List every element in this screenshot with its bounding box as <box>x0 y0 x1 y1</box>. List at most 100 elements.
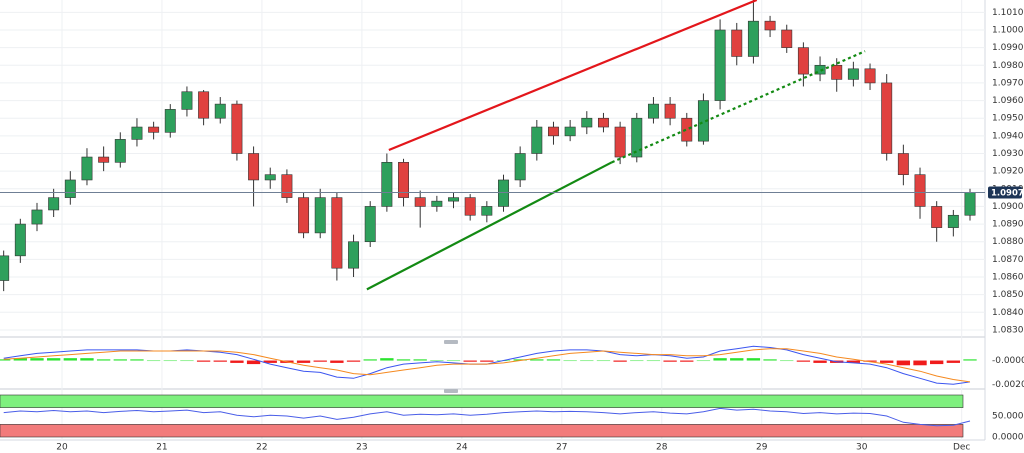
macd-histogram-bar <box>963 359 977 361</box>
y-tick-label: 1.0840 <box>992 308 1024 318</box>
macd-histogram-bar <box>380 358 394 361</box>
x-tick-label: 29 <box>756 443 768 453</box>
y-tick-label: 1.0860 <box>992 273 1024 283</box>
macd-histogram-bar <box>46 358 61 361</box>
candle-body <box>664 103 676 119</box>
y-tick-label: 1.0950 <box>992 114 1024 124</box>
candle-body <box>164 109 176 133</box>
candle-body <box>781 29 793 48</box>
candle-body <box>714 29 726 101</box>
candle-body <box>81 156 93 181</box>
macd-histogram-bar <box>846 360 861 363</box>
candle-body <box>697 100 709 142</box>
grid-layer <box>0 0 985 440</box>
resize-handle[interactable] <box>444 389 458 393</box>
trend-line <box>611 50 866 164</box>
candle-body <box>381 162 393 207</box>
macd-histogram-bar <box>346 360 361 362</box>
candle-body <box>931 206 943 228</box>
candle-body <box>564 126 576 137</box>
macd-histogram-bar <box>180 360 194 362</box>
y-tick-label: 1.0850 <box>992 290 1024 300</box>
macd-histogram-bar <box>80 358 94 361</box>
macd-histogram-bar <box>163 360 177 362</box>
current-price-tag <box>988 186 1022 199</box>
y-tick-label: 1.0870 <box>992 255 1024 265</box>
x-tick-label: 24 <box>456 443 468 453</box>
y-tick-label: 1.0990 <box>992 43 1024 53</box>
candle-body <box>198 91 210 119</box>
candle-body <box>0 255 10 281</box>
y-tick-label: 50.0000 <box>992 412 1024 422</box>
macd-histogram-bar <box>913 360 927 366</box>
candle-body <box>531 126 543 154</box>
candle-body <box>181 91 193 110</box>
macd-histogram-bar <box>763 359 777 361</box>
candle-body <box>514 153 526 181</box>
macd-histogram-bar <box>646 360 661 362</box>
macd-histogram-bar <box>113 359 127 361</box>
candle-body <box>331 197 343 269</box>
macd-histogram-bar <box>730 358 744 361</box>
candle-body <box>747 20 759 57</box>
candle-body <box>398 162 409 198</box>
macd-histogram-bar <box>896 360 911 366</box>
candle-body <box>231 103 243 154</box>
candle-body <box>831 64 843 80</box>
macd-histogram-bar <box>696 360 711 362</box>
trend-line <box>388 0 758 151</box>
macd-histogram-bar <box>96 359 111 361</box>
y-tick-label: 1.0900 <box>992 202 1024 212</box>
candle-body <box>797 47 809 75</box>
y-tick-label: 1.1010 <box>992 8 1024 18</box>
candle-body <box>814 64 826 75</box>
macd-histogram-bar <box>480 360 494 362</box>
macd-histogram-bar <box>430 360 444 362</box>
candle-body <box>364 206 376 243</box>
candle-body <box>114 139 126 163</box>
x-tick-label: 22 <box>256 443 267 453</box>
macd-histogram-bar <box>313 360 327 362</box>
y-tick-label: 1.0890 <box>992 220 1024 230</box>
macd-histogram-bar <box>330 360 344 363</box>
y-tick-label: -0.0000 <box>992 356 1024 366</box>
candle-body <box>131 126 143 140</box>
macd-histogram-bar <box>130 359 144 361</box>
candle-body <box>914 174 926 207</box>
macd-histogram-bar <box>296 360 311 363</box>
y-tick-label: 1.0920 <box>992 167 1024 177</box>
macd-histogram-bar <box>863 360 877 362</box>
plot-layer <box>0 0 985 427</box>
candle-body <box>548 126 559 137</box>
macd-histogram-bar <box>930 360 944 365</box>
candle-body <box>647 103 659 119</box>
macd-histogram-bar <box>563 360 577 362</box>
x-tick-label: 20 <box>56 443 68 453</box>
macd-histogram-bar <box>530 359 544 361</box>
macd-histogram-bar <box>363 359 377 361</box>
macd-histogram-bar <box>263 360 277 363</box>
x-tick-label: 23 <box>356 443 367 453</box>
macd-histogram-bar <box>446 360 461 362</box>
candle-body <box>448 197 459 202</box>
candle-body <box>431 200 443 207</box>
candle-body <box>348 241 360 269</box>
candle-body <box>614 126 626 158</box>
macd-histogram-bar <box>213 360 227 362</box>
resize-handle[interactable] <box>444 340 458 344</box>
candle-body <box>314 197 326 234</box>
macd-histogram-bar <box>663 360 677 362</box>
macd-histogram-bar <box>613 360 627 362</box>
y-tick-label: 1.1000 <box>992 25 1024 35</box>
candle-body <box>31 209 43 225</box>
macd-histogram-bar <box>246 360 261 365</box>
candle-body <box>464 197 476 216</box>
macd-histogram-bar <box>680 360 694 362</box>
trend-line <box>366 161 613 291</box>
macd-histogram-bar <box>413 359 427 361</box>
candle-body <box>964 192 976 216</box>
macd-histogram-bar <box>146 360 161 362</box>
macd-histogram-bar <box>880 360 894 363</box>
macd-histogram-bar <box>463 360 477 362</box>
